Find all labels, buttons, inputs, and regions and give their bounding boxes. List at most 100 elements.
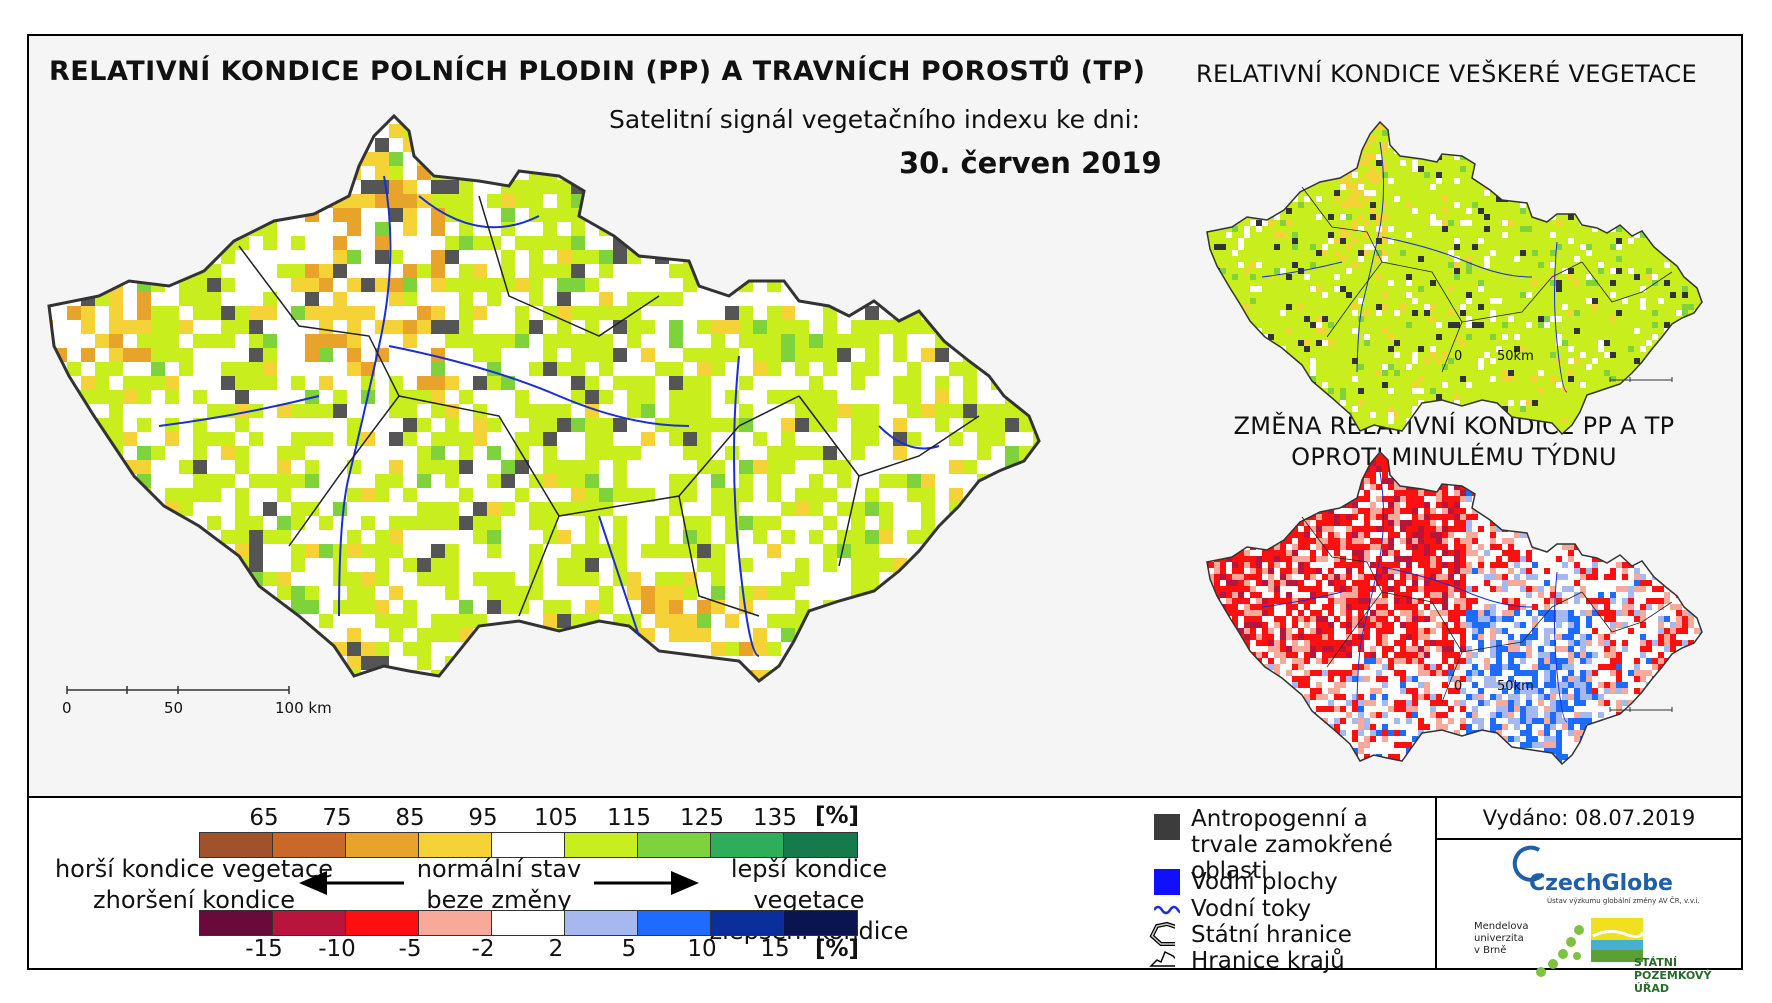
raster-cell: [599, 684, 613, 698]
raster-cell: [823, 404, 837, 418]
raster-cell: [823, 460, 837, 474]
raster-cell: [445, 264, 459, 278]
raster-cell: [123, 390, 137, 404]
raster-cell: [991, 250, 1005, 264]
raster-cell: [571, 488, 585, 502]
raster-cell: [1598, 154, 1604, 160]
raster-cell: [151, 264, 165, 278]
raster-cell: [109, 558, 123, 572]
raster-cell: [221, 116, 235, 124]
raster-cell: [879, 116, 893, 124]
raster-cell: [823, 446, 837, 460]
raster-cell: [207, 614, 221, 628]
raster-cell: [1382, 196, 1388, 202]
raster-cell: [81, 502, 95, 516]
raster-cell: [137, 320, 151, 334]
raster-cell: [669, 166, 683, 180]
raster-cell: [1047, 628, 1049, 642]
raster-cell: [263, 544, 277, 558]
raster-cell: [1718, 196, 1722, 202]
raster-cell: [333, 208, 347, 222]
raster-cell: [53, 600, 67, 614]
raster-cell: [795, 600, 809, 614]
raster-cell: [1019, 488, 1033, 502]
raster-cell: [403, 306, 417, 320]
raster-cell: [403, 474, 417, 488]
raster-cell: [1670, 184, 1676, 190]
raster-cell: [123, 376, 137, 390]
raster-cell: [837, 698, 851, 712]
raster-cell: [53, 586, 67, 600]
raster-cell: [263, 558, 277, 572]
raster-cell: [865, 138, 879, 152]
raster-cell: [879, 502, 893, 516]
raster-cell: [207, 460, 221, 474]
raster-cell: [585, 572, 599, 586]
raster-cell: [1214, 220, 1220, 226]
raster-cell: [1442, 124, 1448, 130]
raster-cell: [417, 376, 431, 390]
region-border-line: [838, 475, 860, 567]
raster-cell: [207, 124, 221, 138]
raster-cell: [781, 320, 795, 334]
raster-cell: [1496, 112, 1502, 118]
raster-cell: [1670, 190, 1676, 196]
raster-cell: [1466, 166, 1472, 172]
raster-cell: [543, 292, 557, 306]
raster-cell: [207, 502, 221, 516]
raster-cell: [263, 334, 277, 348]
raster-cell: [963, 712, 977, 726]
raster-cell: [389, 684, 403, 698]
raster-cell: [1562, 166, 1568, 172]
raster-cell: [249, 166, 263, 180]
raster-cell: [1526, 172, 1532, 178]
raster-cell: [851, 432, 865, 446]
raster-cell: [949, 432, 963, 446]
raster-cell: [1682, 154, 1688, 160]
raster-cell: [1430, 214, 1436, 220]
raster-cell: [319, 572, 333, 586]
raster-cell: [627, 516, 641, 530]
raster-cell: [137, 208, 151, 222]
raster-cell: [333, 334, 347, 348]
raster-cell: [585, 698, 599, 712]
raster-cell: [95, 488, 109, 502]
raster-cell: [123, 236, 137, 250]
raster-cell: [585, 656, 599, 670]
raster-cell: [1352, 196, 1358, 202]
raster-cell: [1640, 190, 1646, 196]
raster-cell: [781, 726, 795, 736]
raster-cell: [375, 516, 389, 530]
raster-cell: [1442, 148, 1448, 154]
raster-cell: [165, 376, 179, 390]
raster-cell: [1220, 178, 1226, 184]
region-border-line: [798, 395, 980, 477]
raster-cell: [1436, 160, 1442, 166]
raster-cell: [991, 96, 1005, 110]
raster-cell: [49, 334, 53, 348]
raster-cell: [1412, 214, 1418, 220]
raster-cell: [599, 264, 613, 278]
raster-cell: [1418, 214, 1424, 220]
raster-cell: [655, 96, 669, 110]
raster-cell: [599, 418, 613, 432]
raster-cell: [431, 292, 445, 306]
raster-cell: [641, 712, 655, 726]
raster-cell: [235, 474, 249, 488]
raster-cell: [193, 698, 207, 712]
raster-cell: [49, 600, 53, 614]
raster-cell: [179, 306, 193, 320]
raster-cell: [123, 194, 137, 208]
raster-cell: [291, 642, 305, 656]
raster-cell: [767, 698, 781, 712]
raster-cell: [81, 418, 95, 432]
raster-cell: [1310, 136, 1316, 142]
raster-cell: [1262, 184, 1268, 190]
raster-cell: [1562, 172, 1568, 178]
raster-cell: [1472, 208, 1478, 214]
raster-cell: [403, 726, 417, 736]
raster-cell: [347, 404, 361, 418]
raster-cell: [809, 558, 823, 572]
raster-cell: [697, 712, 711, 726]
raster-cell: [305, 152, 319, 166]
